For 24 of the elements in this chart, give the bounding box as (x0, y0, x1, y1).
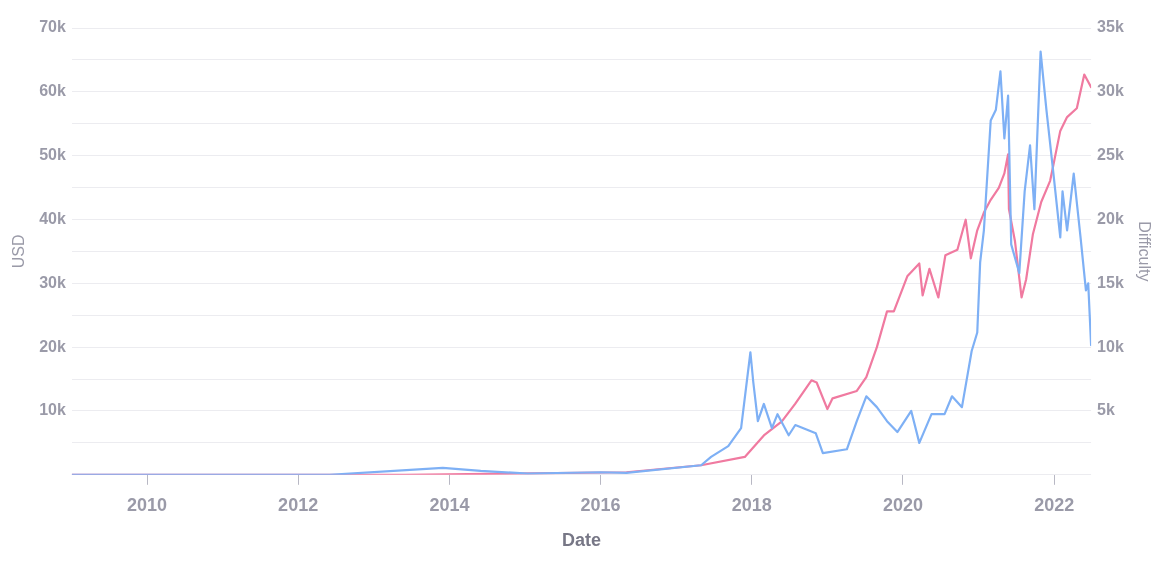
y2-tick-label: 5k (1097, 401, 1115, 419)
y2-tick-label: 15k (1097, 273, 1124, 291)
x-tick-label: 2016 (580, 494, 621, 515)
x-tick-label: 2010 (127, 494, 168, 515)
y-tick-label: 20k (39, 337, 66, 355)
y2-axis-title: Difficulty (1135, 221, 1153, 282)
y-tick-label: 70k (39, 18, 66, 36)
y-tick-label: 30k (39, 273, 66, 291)
x-tick-label: 2020 (882, 494, 923, 515)
y2-tick-label: 35k (1097, 18, 1124, 36)
y-tick-label: 50k (39, 146, 66, 164)
y2-tick-label: 10k (1097, 337, 1124, 355)
y2-tick-label: 20k (1097, 209, 1124, 227)
y2-tick-label: 25k (1097, 146, 1124, 164)
y-axis-title: USD (10, 234, 28, 269)
x-tick-label: 2014 (429, 494, 470, 515)
x-tick-label: 2018 (731, 494, 772, 515)
x-tick-label: 2012 (278, 494, 319, 515)
x-tick-label: 2022 (1034, 494, 1075, 515)
y-tick-label: 60k (39, 82, 66, 100)
y-tick-label: 40k (39, 209, 66, 227)
y2-tick-label: 30k (1097, 82, 1124, 100)
x-axis-title: Date (561, 530, 602, 551)
y-tick-label: 10k (39, 401, 66, 419)
